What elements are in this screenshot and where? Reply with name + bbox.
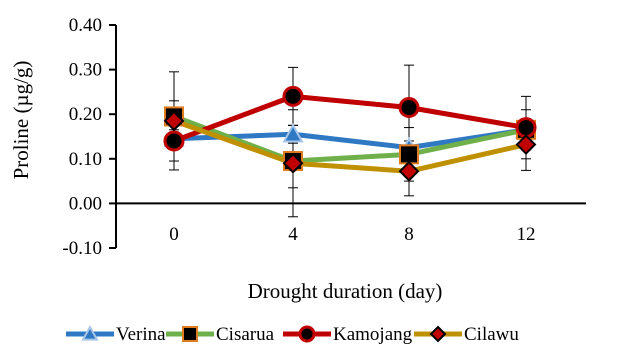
x-tick-label: 8 (404, 224, 414, 245)
y-tick-label: -0.10 (62, 238, 102, 259)
x-tick-label: 4 (288, 224, 298, 245)
series-line-kamojang (173, 93, 527, 144)
data-point-cilawu (163, 110, 185, 132)
markers-layer (163, 85, 537, 182)
legend-label-cisarua: Cisarua (216, 324, 275, 345)
legend-marker-cisarua (182, 326, 198, 342)
y-tick-label: 0.00 (69, 193, 102, 214)
data-point-kamojang (282, 85, 304, 107)
series-lines-layer (173, 93, 527, 174)
data-point-cilawu (398, 160, 420, 182)
legend-marker-cilawu (429, 325, 447, 343)
legend-label-verina: Verina (116, 324, 166, 345)
y-tick-label: 0.10 (69, 149, 102, 170)
legend-label-cilawu: Cilawu (464, 324, 519, 345)
y-tick-label: 0.40 (69, 15, 102, 36)
labels-layer: Drought duration (day) Proline (µg/g) -0… (9, 15, 536, 303)
x-axis-title: Drought duration (day) (248, 279, 443, 303)
x-tick-label: 12 (517, 224, 536, 245)
y-tick-label: 0.20 (69, 104, 102, 125)
data-point-kamojang (398, 97, 420, 119)
legend-label-kamojang: Kamojang (333, 324, 413, 345)
axes-layer (109, 24, 586, 249)
x-tick-label: 0 (169, 224, 179, 245)
legend-marker-verina (81, 324, 99, 341)
data-point-kamojang (163, 130, 185, 152)
data-point-cilawu (515, 134, 537, 155)
data-point-verina (282, 123, 304, 143)
series-line-cilawu (173, 118, 527, 174)
data-point-cisarua (399, 144, 419, 165)
legend-marker-kamojang (298, 325, 316, 343)
data-point-kamojang (515, 117, 537, 139)
data-point-cilawu (282, 152, 304, 174)
legend: Verina Cisarua Kamojang Cilawu (66, 324, 519, 345)
series-line-cisarua (173, 114, 527, 164)
y-tick-label: 0.30 (69, 60, 102, 81)
y-axis-title: Proline (µg/g) (9, 61, 33, 180)
